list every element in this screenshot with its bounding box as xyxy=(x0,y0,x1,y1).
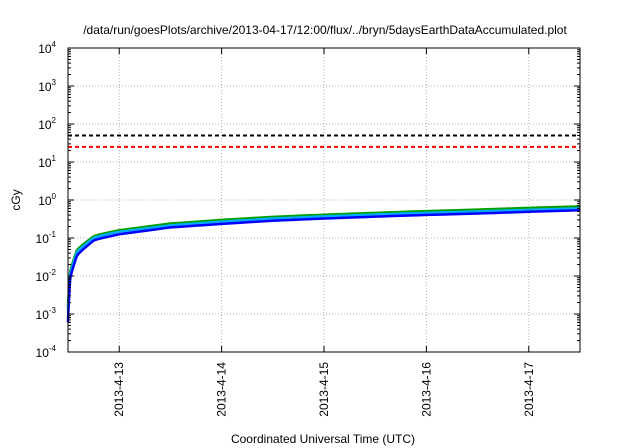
x-tick-label: 2013-4-15 xyxy=(317,362,331,417)
x-tick-label: 2013-4-13 xyxy=(112,362,126,417)
y-tick-label: 100 xyxy=(38,192,56,208)
y-tick-label: 10-4 xyxy=(36,344,57,360)
axis-ticks: 10-4 10-3 10-2 10-1 100 101 102 103 104 2013-4-13… xyxy=(36,40,580,417)
y-axis-label: cGy xyxy=(9,189,23,210)
x-tick-label: 2013-4-17 xyxy=(522,362,536,417)
y-tick-label: 104 xyxy=(38,40,56,56)
series-lines xyxy=(66,134,581,323)
chart-title: /data/run/goesPlots/archive/2013-04-17/1… xyxy=(83,23,567,37)
grid-lines xyxy=(68,48,580,352)
x-tick-label: 2013-4-14 xyxy=(215,362,229,417)
y-tick-label: 10-1 xyxy=(36,230,57,246)
y-tick-label: 102 xyxy=(38,116,56,132)
series-line-1 xyxy=(66,205,581,308)
y-tick-label: 10-3 xyxy=(36,306,57,322)
x-tick-label: 2013-4-16 xyxy=(419,362,433,417)
y-tick-label: 103 xyxy=(38,78,56,94)
series-line-3 xyxy=(66,208,581,323)
x-axis-label: Coordinated Universal Time (UTC) xyxy=(231,432,415,446)
y-tick-label: 10-2 xyxy=(36,268,57,284)
y-tick-label: 101 xyxy=(38,154,56,170)
series-line-2 xyxy=(66,207,581,312)
